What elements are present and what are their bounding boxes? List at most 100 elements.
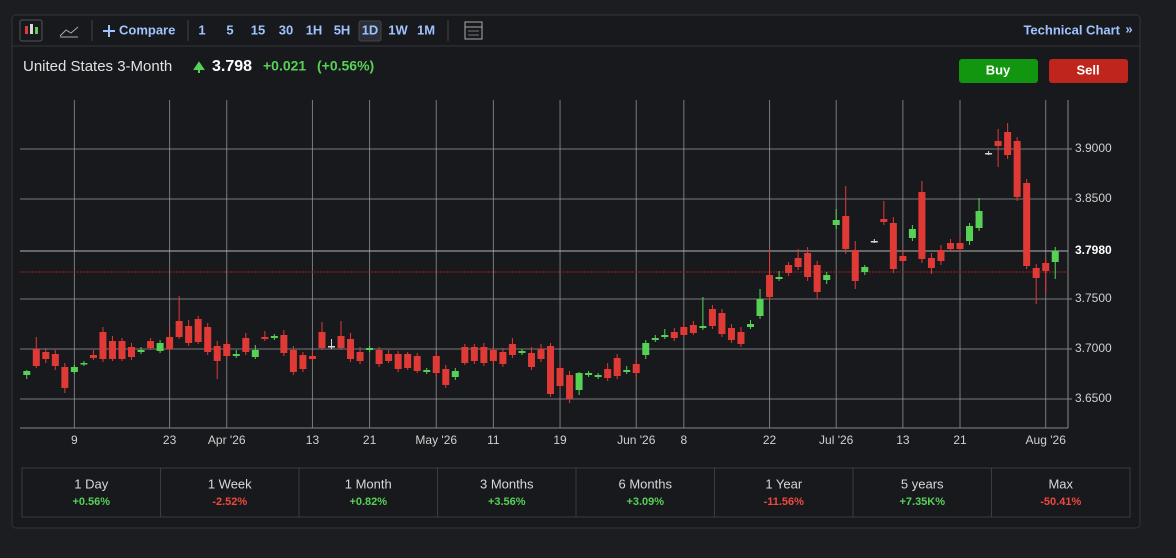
- interval-button[interactable]: 1: [198, 22, 205, 37]
- period-change: -2.52%: [212, 496, 247, 508]
- candle-body: [299, 355, 307, 369]
- period-label: 1 Day: [74, 476, 108, 491]
- x-tick-label: 11: [487, 433, 500, 447]
- candle-body: [80, 363, 88, 365]
- candle-body: [708, 309, 716, 326]
- y-tick-label: 3.8500: [1075, 191, 1112, 205]
- candle-body: [432, 356, 440, 373]
- candle-body: [918, 192, 926, 259]
- candle-body: [927, 258, 935, 268]
- candle-body: [680, 327, 688, 335]
- candle-body: [937, 250, 945, 261]
- candle-body: [994, 141, 1002, 146]
- candle-body: [451, 371, 459, 377]
- candle-body: [204, 327, 212, 352]
- candle-body: [670, 332, 678, 338]
- candle-body: [527, 353, 535, 367]
- up-arrow: [193, 61, 205, 73]
- candle-body: [194, 319, 202, 342]
- active-interval-box: [358, 20, 382, 42]
- compare-button[interactable]: Compare: [119, 22, 175, 37]
- period-change: +0.82%: [349, 496, 387, 508]
- candle-body: [956, 243, 964, 249]
- candle-body: [366, 348, 374, 350]
- candle-body: [1013, 141, 1021, 197]
- candle-body: [861, 267, 869, 272]
- candle-body: [613, 358, 621, 376]
- candle-body: [851, 250, 859, 281]
- interval-button[interactable]: 1D: [362, 22, 379, 37]
- candle-body: [385, 354, 393, 361]
- candle-body: [232, 354, 240, 356]
- period-label: 3 Months: [480, 476, 534, 491]
- candle-body: [1042, 263, 1050, 271]
- candle-body: [89, 355, 97, 358]
- x-tick-label: May '26: [415, 433, 457, 447]
- candle-body: [23, 371, 31, 375]
- period-change: +0.56%: [72, 496, 110, 508]
- candle-body: [147, 341, 155, 348]
- candle-body: [946, 243, 954, 249]
- sell-button[interactable]: Sell: [1049, 59, 1128, 83]
- candle-body: [889, 223, 897, 269]
- candle-body: [99, 332, 107, 359]
- more-arrows[interactable]: »: [1125, 21, 1132, 36]
- y-tick-label: 3.6500: [1075, 391, 1112, 405]
- candle-body: [404, 354, 412, 368]
- buy-label[interactable]: Buy: [986, 62, 1011, 77]
- candle-body: [347, 339, 355, 359]
- line-icon[interactable]: [59, 26, 79, 38]
- candle-body: [461, 347, 469, 363]
- interval-button[interactable]: 5: [226, 22, 233, 37]
- interval-button[interactable]: 15: [251, 22, 265, 37]
- candle-body: [985, 153, 993, 155]
- candle-body: [594, 375, 602, 377]
- candle-icon[interactable]: [19, 19, 43, 42]
- period-label: 6 Months: [619, 476, 673, 491]
- candle-body: [766, 275, 774, 297]
- candle-body: [1004, 132, 1012, 155]
- x-tick-label: 13: [306, 433, 320, 447]
- period-label: 1 Month: [345, 476, 392, 491]
- candle-body: [108, 341, 116, 359]
- period-label: 5 years: [901, 476, 944, 491]
- candle-body: [585, 373, 593, 375]
- candle-body: [423, 370, 431, 372]
- technical-chart-link[interactable]: Technical Chart: [1023, 22, 1120, 37]
- x-tick-label: Jun '26: [617, 433, 656, 447]
- period-change: +7.35K%: [899, 496, 945, 508]
- candle-body: [42, 352, 50, 359]
- interval-button[interactable]: 5H: [334, 22, 351, 37]
- candle-body: [480, 347, 488, 363]
- interval-button[interactable]: 30: [279, 22, 293, 37]
- candle-body: [870, 241, 878, 243]
- candle-body: [908, 229, 916, 238]
- candle-body: [280, 335, 288, 353]
- candle-body: [70, 367, 78, 372]
- candle-body: [156, 343, 164, 351]
- candle-body: [118, 341, 126, 359]
- candle-body: [747, 324, 755, 327]
- table-icon[interactable]: [464, 21, 483, 40]
- x-tick-label: 21: [363, 433, 377, 447]
- candle-body: [842, 216, 850, 249]
- interval-button[interactable]: 1H: [306, 22, 323, 37]
- buy-button[interactable]: Buy: [959, 59, 1038, 83]
- interval-button[interactable]: 1M: [417, 22, 435, 37]
- interval-button[interactable]: 1W: [388, 22, 408, 37]
- candle-body: [318, 332, 326, 348]
- candle-body: [1051, 251, 1059, 262]
- sell-label[interactable]: Sell: [1076, 62, 1099, 77]
- candle-body: [823, 275, 831, 280]
- candle-body: [251, 350, 259, 357]
- candle-body: [785, 265, 793, 273]
- plus-icon[interactable]: [103, 25, 115, 37]
- candle-body: [718, 313, 726, 334]
- candle-body: [61, 367, 69, 388]
- candle-body: [356, 352, 364, 361]
- candle-body: [518, 351, 526, 353]
- candle-body: [794, 258, 802, 267]
- candle-body: [327, 346, 335, 348]
- period-change: -50.41%: [1040, 496, 1081, 508]
- candle-body: [413, 356, 421, 371]
